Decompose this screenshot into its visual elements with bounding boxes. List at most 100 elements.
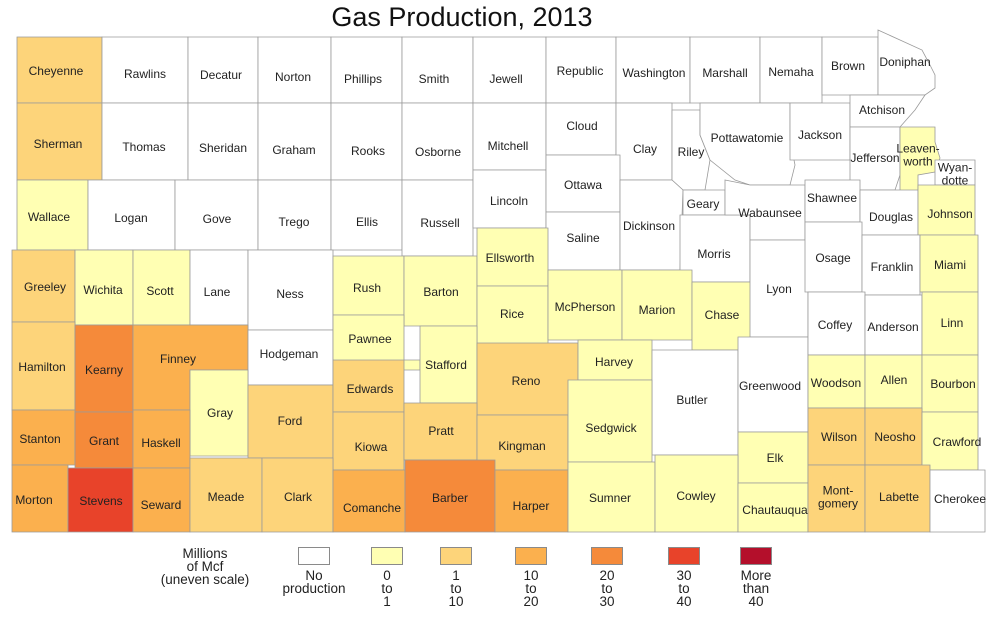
county-label-line: Geary — [687, 197, 720, 211]
county-label-line: Sherman — [34, 137, 83, 151]
county-label-jefferson: Jefferson — [850, 151, 899, 165]
county-label-line: Pratt — [428, 424, 454, 438]
county-label-wilson: Wilson — [821, 430, 857, 444]
county-label-line: Marion — [639, 303, 676, 317]
county-label-franklin: Franklin — [871, 260, 914, 274]
legend-label: 10 to 20 — [486, 569, 576, 609]
county-label-line: Haskell — [141, 436, 180, 450]
legend-title-line: Millions — [182, 546, 228, 561]
county-rooks — [330, 102, 403, 181]
county-label-gray: Gray — [207, 406, 233, 420]
legend-swatch — [668, 547, 700, 565]
county-label-marion: Marion — [639, 303, 676, 317]
county-label-line: Jefferson — [850, 151, 899, 165]
county-label-saline: Saline — [566, 231, 600, 245]
county-label-line: Mont- — [823, 484, 854, 498]
county-label-scott: Scott — [146, 284, 174, 298]
county-label-line: Kingman — [498, 439, 545, 453]
county-label-line: Franklin — [871, 260, 914, 274]
legend-swatch — [591, 547, 623, 565]
county-label-line: Reno — [512, 374, 541, 388]
legend-label-line: to — [525, 581, 537, 596]
county-label-rawlins: Rawlins — [124, 67, 166, 81]
county-label-ellsworth: Ellsworth — [486, 251, 535, 265]
county-label-line: Linn — [941, 316, 964, 330]
county-label-line: Coffey — [818, 318, 852, 332]
county-label-line: gomery — [818, 497, 858, 511]
county-label-hodgeman: Hodgeman — [260, 347, 319, 361]
county-label-line: Clay — [633, 142, 657, 156]
county-label-line: Cloud — [566, 119, 597, 133]
county-label-doniphan: Doniphan — [879, 55, 930, 69]
county-label-line: Ellis — [356, 215, 378, 229]
legend-label: No production — [269, 569, 359, 596]
county-label-line: Douglas — [869, 210, 913, 224]
county-label-jewell: Jewell — [489, 72, 522, 86]
county-label-miami: Miami — [934, 258, 966, 272]
county-label-line: Stanton — [19, 432, 60, 446]
county-label-line: Saline — [566, 231, 600, 245]
county-label-lane: Lane — [204, 285, 231, 299]
legend-label-line: 0 — [383, 568, 391, 583]
county-label-line: Finney — [160, 352, 196, 366]
county-label-line: Rice — [500, 307, 524, 321]
county-label-lincoln: Lincoln — [490, 194, 528, 208]
county-label-line: Wabaunsee — [738, 206, 802, 220]
county-label-line: Decatur — [200, 68, 242, 82]
county-label-line: Lyon — [766, 282, 792, 296]
county-label-line: Mitchell — [488, 139, 529, 153]
legend-swatch — [515, 547, 547, 565]
county-label-line: Stafford — [425, 358, 467, 372]
county-label-phillips: Phillips — [344, 72, 382, 86]
county-label-kearny: Kearny — [85, 363, 123, 377]
legend-label-line: than — [742, 581, 770, 596]
county-label-crawford: Crawford — [933, 435, 982, 449]
county-label-cheyenne: Cheyenne — [29, 64, 84, 78]
county-label-neosho: Neosho — [874, 430, 916, 444]
county-jewell — [472, 36, 547, 104]
county-label-barber: Barber — [432, 491, 468, 505]
legend-label-line: 30 — [676, 568, 692, 583]
county-label-grant: Grant — [89, 434, 120, 448]
county-label-rooks: Rooks — [351, 144, 385, 158]
county-label-line: Clark — [284, 490, 313, 504]
county-label-line: Riley — [678, 145, 705, 159]
county-label-mcpherson: McPherson — [555, 300, 616, 314]
legend-swatch — [440, 547, 472, 565]
county-label-line: Logan — [114, 211, 147, 225]
county-label-woodson: Woodson — [811, 376, 861, 390]
legend-swatch — [371, 547, 403, 565]
county-label-line: Ottawa — [564, 178, 602, 192]
legend-label-line: to — [678, 581, 690, 596]
county-label-line: Ness — [276, 287, 303, 301]
county-label-haskell: Haskell — [141, 436, 180, 450]
county-label-line: Rawlins — [124, 67, 166, 81]
county-label-line: Cowley — [676, 489, 715, 503]
county-label-line: Pawnee — [348, 332, 392, 346]
legend-label: 20 to 30 — [562, 568, 652, 609]
county-atchison — [849, 94, 926, 128]
county-osborne — [401, 102, 474, 181]
county-label-cherokee: Cherokee — [934, 492, 986, 506]
county-label-sherman: Sherman — [34, 137, 83, 151]
legend-label-line: 20 — [599, 568, 615, 583]
county-label-geary: Geary — [687, 197, 720, 211]
county-label-russell: Russell — [420, 216, 459, 230]
county-label-washington: Washington — [623, 66, 686, 80]
county-label-line: Anderson — [867, 320, 918, 334]
county-label-ness: Ness — [276, 287, 303, 301]
county-label-chase: Chase — [705, 308, 740, 322]
county-label-line: Johnson — [927, 207, 972, 221]
county-label-sedgwick: Sedgwick — [585, 421, 637, 435]
county-label-line: Wichita — [83, 283, 123, 297]
county-label-wyandotte: Wyan-dotte — [938, 161, 973, 188]
county-label-dickinson: Dickinson — [623, 219, 675, 233]
county-label-line: Chase — [705, 308, 740, 322]
legend-label-line: 40 — [676, 594, 692, 609]
county-label-wabaunsee: Wabaunsee — [738, 206, 802, 220]
county-label-linn: Linn — [941, 316, 964, 330]
county-label-line: Morton — [15, 493, 52, 507]
county-label-sheridan: Sheridan — [199, 141, 247, 155]
county-label-morton: Morton — [15, 493, 52, 507]
county-label-line: Seward — [141, 498, 182, 512]
